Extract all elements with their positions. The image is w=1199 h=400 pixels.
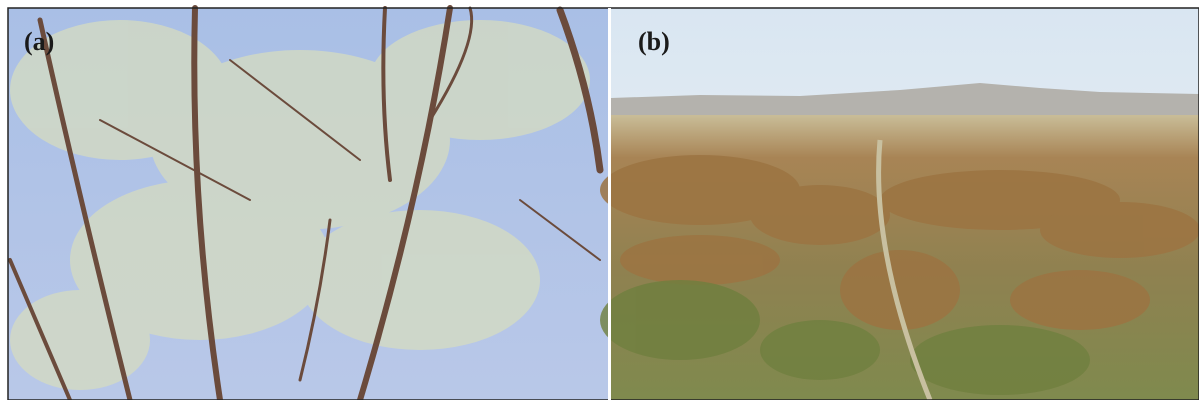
photo-a: (a) — [8, 8, 608, 400]
panel-label: (a) — [24, 27, 54, 56]
panel-label: (b) — [638, 27, 670, 56]
page: (a) (b) (() => { const data = JSON.parse… — [0, 0, 1199, 400]
photo-b: (b) — [600, 8, 1199, 400]
figure: (a) (b) — [0, 0, 1199, 400]
